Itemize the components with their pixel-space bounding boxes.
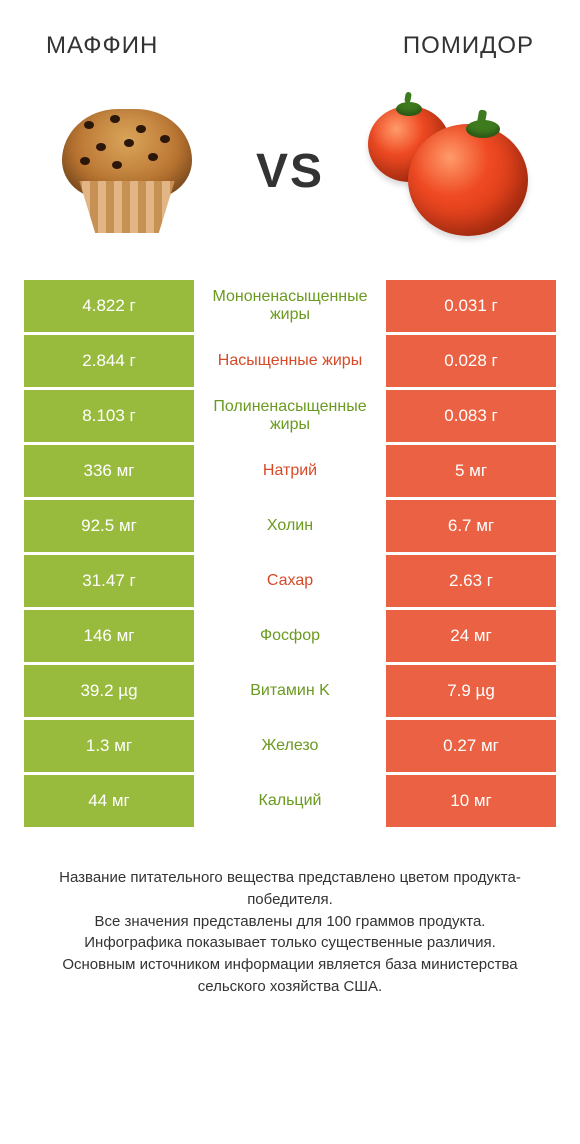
table-row: 146 мгФосфор24 мг: [24, 610, 556, 662]
cell-nutrient-label: Насыщенные жиры: [194, 335, 386, 387]
cell-right-value: 7.9 µg: [386, 665, 556, 717]
vs-label: VS: [256, 144, 324, 199]
cell-left-value: 44 мг: [24, 775, 194, 827]
cell-nutrient-label: Фосфор: [194, 610, 386, 662]
cell-left-value: 2.844 г: [24, 335, 194, 387]
cell-right-value: 5 мг: [386, 445, 556, 497]
cell-left-value: 4.822 г: [24, 280, 194, 332]
cell-right-value: 6.7 мг: [386, 500, 556, 552]
titles-row: МАФФИН ПОМИДОР: [24, 32, 556, 60]
table-row: 1.3 мгЖелезо0.27 мг: [24, 720, 556, 772]
table-row: 8.103 гПолиненасыщенные жиры0.083 г: [24, 390, 556, 442]
infographic: МАФФИН ПОМИДОР VS: [0, 0, 580, 1144]
cell-nutrient-label: Железо: [194, 720, 386, 772]
cell-right-value: 0.031 г: [386, 280, 556, 332]
cell-nutrient-label: Мононенасыщенные жиры: [194, 280, 386, 332]
footer-line: Все значения представлены для 100 граммо…: [30, 911, 550, 933]
cell-nutrient-label: Холин: [194, 500, 386, 552]
cell-left-value: 8.103 г: [24, 390, 194, 442]
cell-nutrient-label: Натрий: [194, 445, 386, 497]
cell-right-value: 2.63 г: [386, 555, 556, 607]
table-row: 39.2 µgВитамин K7.9 µg: [24, 665, 556, 717]
cell-left-value: 39.2 µg: [24, 665, 194, 717]
table-row: 4.822 гМононенасыщенные жиры0.031 г: [24, 280, 556, 332]
cell-nutrient-label: Сахар: [194, 555, 386, 607]
table-row: 92.5 мгХолин6.7 мг: [24, 500, 556, 552]
cell-right-value: 0.028 г: [386, 335, 556, 387]
cell-right-value: 0.083 г: [386, 390, 556, 442]
cell-right-value: 0.27 мг: [386, 720, 556, 772]
cell-nutrient-label: Витамин K: [194, 665, 386, 717]
table-row: 31.47 гСахар2.63 г: [24, 555, 556, 607]
comparison-table: 4.822 гМононенасыщенные жиры0.031 г2.844…: [24, 280, 556, 827]
muffin-icon: [42, 96, 212, 246]
cell-left-value: 92.5 мг: [24, 500, 194, 552]
cell-right-value: 24 мг: [386, 610, 556, 662]
cell-left-value: 336 мг: [24, 445, 194, 497]
tomato-icon: [368, 96, 538, 246]
cell-right-value: 10 мг: [386, 775, 556, 827]
footer-notes: Название питательного вещества представл…: [24, 867, 556, 998]
cell-nutrient-label: Кальций: [194, 775, 386, 827]
footer-line: Инфографика показывает только существенн…: [30, 932, 550, 954]
table-row: 44 мгКальций10 мг: [24, 775, 556, 827]
cell-left-value: 31.47 г: [24, 555, 194, 607]
footer-line: Название питательного вещества представл…: [30, 867, 550, 911]
table-row: 336 мгНатрий5 мг: [24, 445, 556, 497]
cell-nutrient-label: Полиненасыщенные жиры: [194, 390, 386, 442]
cell-left-value: 146 мг: [24, 610, 194, 662]
footer-line: Основным источником информации является …: [30, 954, 550, 998]
title-right: ПОМИДОР: [403, 32, 534, 60]
hero-row: VS: [24, 96, 556, 246]
cell-left-value: 1.3 мг: [24, 720, 194, 772]
table-row: 2.844 гНасыщенные жиры0.028 г: [24, 335, 556, 387]
title-left: МАФФИН: [46, 32, 158, 60]
